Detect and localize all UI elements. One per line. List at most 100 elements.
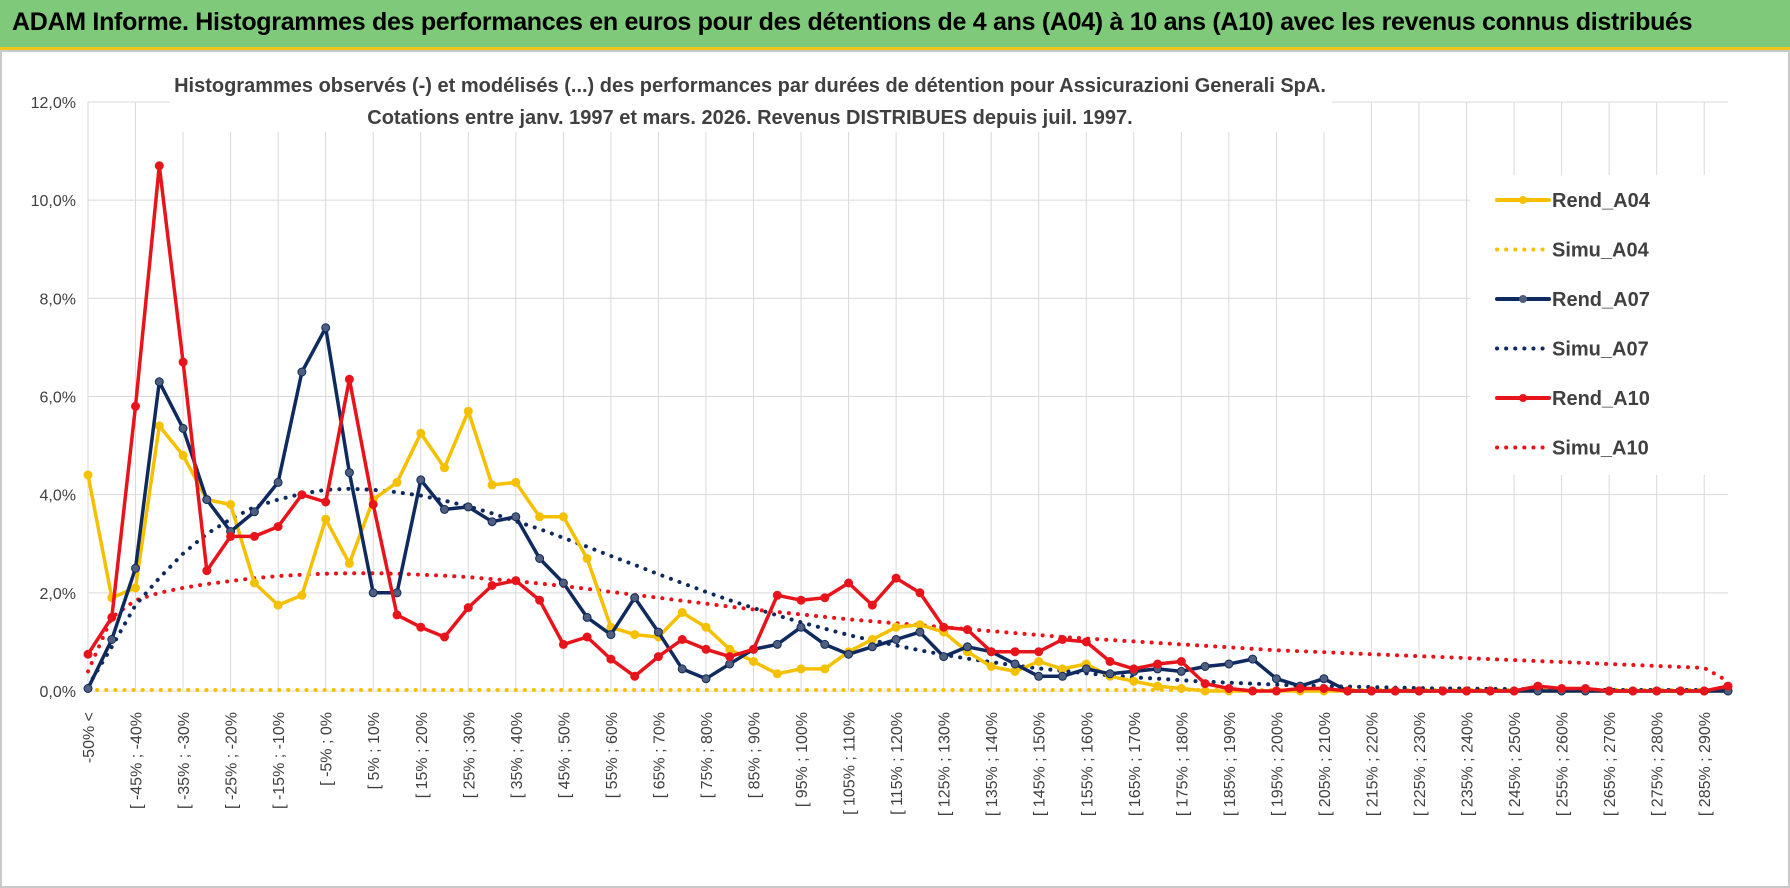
x-tick-label: [ 145% ; 150% — [1032, 712, 1049, 816]
data-point-Rend_A04 — [630, 630, 640, 640]
legend-item-Simu_A10: Simu_A10 — [1495, 438, 1649, 460]
data-point-Rend_A07 — [1058, 671, 1067, 681]
data-point-Rend_A10 — [202, 566, 212, 576]
data-point-Rend_A07 — [1248, 654, 1258, 664]
x-tick-label: [ 205% ; 210% — [1317, 712, 1334, 816]
data-point-Rend_A07 — [701, 674, 711, 684]
data-point-Rend_A10 — [844, 578, 854, 588]
y-tick-label: 4,0% — [40, 488, 76, 505]
data-point-Rend_A04 — [83, 470, 93, 480]
data-point-Rend_A10 — [83, 649, 93, 659]
x-tick-label: [ 45% ; 50% — [556, 712, 573, 798]
data-point-Rend_A04 — [1200, 686, 1210, 696]
legend: Rend_A04 Simu_A04 Rend_A07 Simu_A07 Rend_A10… — [1495, 190, 1651, 460]
data-point-Rend_A04 — [249, 578, 259, 588]
x-tick-label: [ 65% ; 70% — [651, 712, 668, 798]
data-point-Rend_A10 — [915, 588, 925, 598]
data-point-Rend_A04 — [796, 664, 806, 674]
data-point-Rend_A10 — [226, 531, 236, 541]
x-tick-label: [ 135% ; 140% — [984, 712, 1001, 816]
x-tick-label: [ 115% ; 120% — [889, 712, 906, 815]
y-tick-label: 6,0% — [40, 390, 76, 407]
data-point-Rend_A10 — [1462, 686, 1472, 696]
data-point-Rend_A10 — [1343, 686, 1353, 696]
x-tick-label: [ 255% ; 260% — [1555, 712, 1572, 816]
x-tick-label: [ 15% ; 20% — [414, 712, 431, 798]
data-point-Rend_A10 — [1485, 686, 1495, 696]
data-point-Rend_A10 — [487, 581, 497, 590]
data-point-Rend_A07 — [297, 367, 307, 377]
data-point-Rend_A10 — [1414, 686, 1424, 696]
series-line-Rend_A10 — [86, 164, 1730, 693]
data-point-Rend_A10 — [772, 590, 782, 600]
x-tick-label: [ 185% ; 190% — [1222, 712, 1239, 816]
data-point-Rend_A07 — [1271, 674, 1281, 684]
data-point-Rend_A10 — [1699, 686, 1709, 696]
data-point-Rend_A07 — [154, 377, 164, 387]
data-point-Rend_A10 — [558, 639, 568, 649]
data-point-Rend_A07 — [939, 652, 949, 662]
data-point-Rend_A10 — [1509, 686, 1519, 696]
chart-title: Histogrammes observés (-) et modélisés (… — [174, 75, 1326, 97]
data-point-Rend_A07 — [1176, 666, 1186, 676]
x-tick-label: [ -25% ; -20% — [224, 712, 241, 809]
data-point-Rend_A10 — [1129, 664, 1139, 674]
data-point-Rend_A10 — [344, 374, 354, 384]
data-point-Rend_A10 — [701, 644, 711, 654]
data-point-Rend_A10 — [939, 622, 949, 632]
data-point-Rend_A10 — [273, 522, 283, 532]
data-point-Rend_A10 — [1105, 657, 1115, 666]
legend-item-Simu_A07: Simu_A07 — [1495, 339, 1649, 361]
y-tick-label: 10,0% — [31, 193, 76, 210]
data-point-Rend_A07 — [178, 423, 188, 433]
data-point-Rend_A04 — [440, 463, 449, 473]
data-point-Rend_A04 — [820, 664, 830, 674]
legend-label: Simu_A10 — [1552, 438, 1649, 460]
x-tick-label: [ 275% ; 280% — [1650, 712, 1667, 816]
data-point-Rend_A07 — [725, 659, 735, 669]
data-point-Rend_A10 — [440, 632, 449, 642]
data-point-Rend_A07 — [1034, 671, 1044, 681]
data-point-Rend_A07 — [1010, 659, 1020, 669]
data-point-Rend_A10 — [1652, 686, 1662, 696]
chart-subtitle: Cotations entre janv. 1997 et mars. 2026… — [367, 107, 1132, 129]
data-point-Rend_A10 — [1533, 681, 1543, 691]
header-title: ADAM Informe. Histogrammes des performan… — [12, 8, 1693, 36]
data-point-Rend_A10 — [1153, 659, 1163, 669]
data-point-Rend_A10 — [1271, 686, 1281, 696]
legend-item-Rend_A07: Rend_A07 — [1495, 289, 1650, 311]
legend-label: Simu_A04 — [1552, 240, 1650, 262]
data-point-Rend_A10 — [1081, 637, 1091, 647]
data-point-Rend_A10 — [392, 610, 402, 620]
data-point-Rend_A04 — [392, 477, 402, 487]
series-Rend_A10 — [83, 161, 1733, 696]
x-tick-label: [ 85% ; 90% — [747, 712, 764, 798]
data-point-Rend_A04 — [915, 620, 925, 630]
x-tick-label: [ 285% ; 290% — [1697, 712, 1714, 816]
data-point-Rend_A07 — [131, 563, 140, 573]
data-point-Rend_A10 — [606, 654, 616, 664]
data-point-Rend_A07 — [558, 578, 568, 588]
data-point-Rend_A04 — [582, 554, 592, 563]
data-point-Rend_A04 — [273, 600, 283, 610]
data-point-Rend_A07 — [1081, 664, 1091, 674]
data-point-Rend_A10 — [1224, 684, 1234, 693]
data-point-Rend_A10 — [749, 644, 758, 654]
x-tick-label: [ -35% ; -30% — [176, 712, 193, 809]
data-point-Rend_A10 — [582, 632, 592, 642]
data-point-Rend_A07 — [653, 627, 663, 637]
data-point-Rend_A10 — [1034, 647, 1044, 657]
legend-backdrop — [1470, 175, 1730, 475]
data-point-Rend_A07 — [487, 517, 497, 527]
x-tick-label: [ 265% ; 270% — [1602, 712, 1619, 816]
legend-label: Simu_A07 — [1552, 339, 1649, 361]
data-point-Rend_A10 — [368, 500, 378, 509]
data-point-Rend_A10 — [1438, 686, 1448, 696]
data-point-Rend_A10 — [986, 647, 996, 657]
title-backdrop — [170, 64, 1332, 132]
x-tick-label: [ 245% ; 250% — [1507, 712, 1524, 816]
data-point-Rend_A10 — [249, 531, 259, 541]
x-tick-label: [ 225% ; 230% — [1412, 712, 1429, 816]
x-tick-label: [ -15% ; -10% — [271, 712, 288, 809]
data-point-Rend_A10 — [154, 161, 164, 171]
